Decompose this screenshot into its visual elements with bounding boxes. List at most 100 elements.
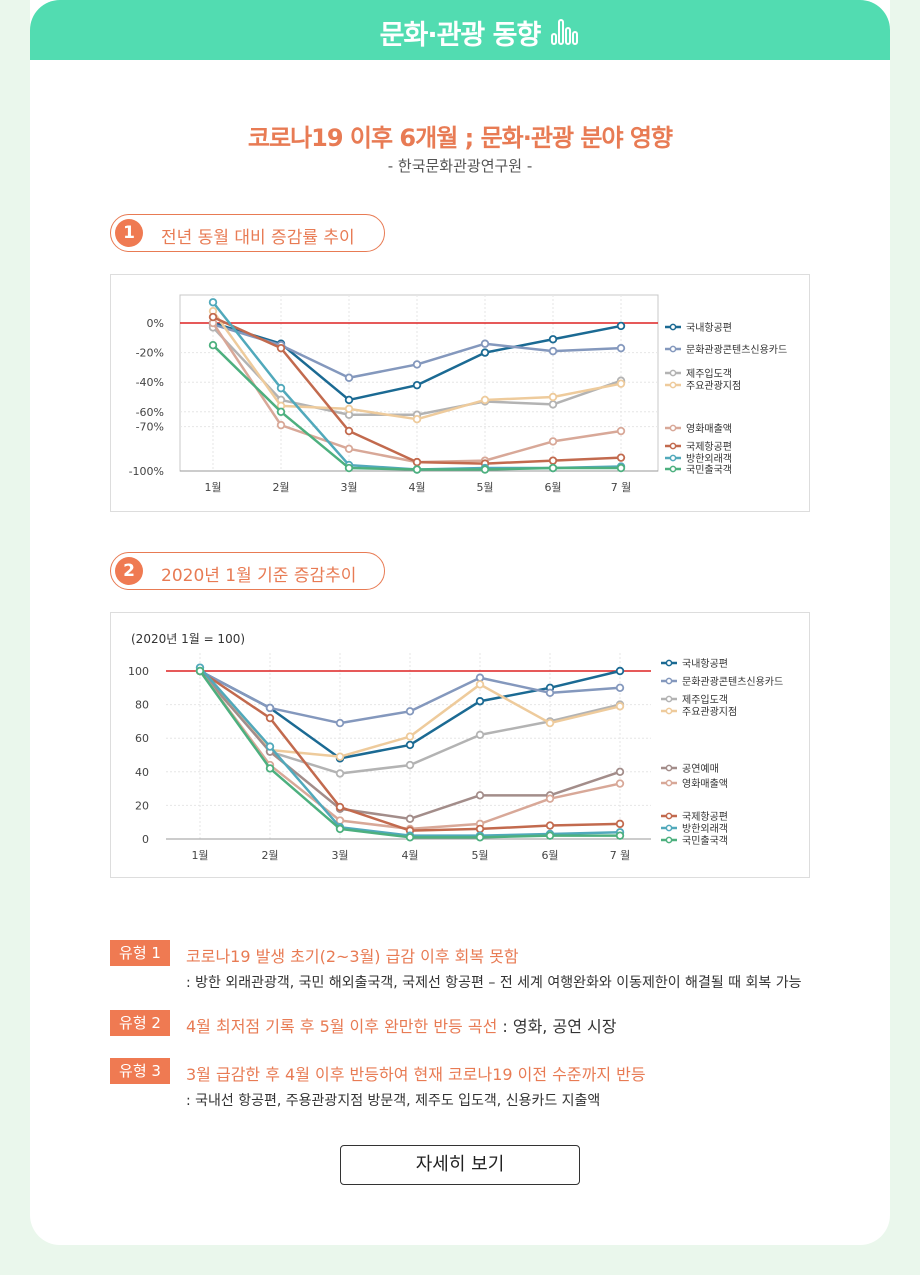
data-point (335, 824, 345, 834)
data-point (335, 752, 345, 761)
section-2-heading: 2 2020년 1월 기준 증감추이 (110, 552, 385, 590)
type-2-badge: 유형 2 (110, 1010, 170, 1036)
legend-label: 국내항공편 (682, 658, 728, 670)
type-1-badge: 유형 1 (110, 940, 170, 966)
x-tick-label: 7 월 (610, 849, 631, 862)
data-point (208, 312, 218, 322)
header-title: 문화·관광 동향 (379, 20, 542, 51)
data-point (344, 404, 354, 414)
data-point (615, 831, 625, 840)
data-point (405, 707, 415, 716)
data-point (195, 666, 205, 676)
legend-marker (669, 345, 677, 353)
section-2-label: 2020년 1월 기준 증감추이 (161, 566, 357, 586)
data-point (615, 666, 625, 676)
data-point (548, 400, 558, 409)
legend-marker (665, 812, 673, 820)
data-point (405, 814, 415, 824)
section-1-number: 1 (115, 219, 143, 247)
y-tick-label: 60 (135, 732, 149, 745)
series-3 (208, 306, 626, 424)
data-point (276, 343, 286, 353)
data-point (548, 346, 558, 356)
y-tick-label: 0 (142, 833, 149, 846)
data-point (616, 426, 626, 436)
type-3-description: : 국내선 항공편, 주용관광지점 방문객, 제주도 입도객, 신용카드 지출액 (186, 1093, 601, 1109)
x-tick-label: 6월 (541, 849, 558, 862)
data-point (545, 718, 555, 728)
data-point (616, 343, 626, 353)
legend-marker (669, 442, 677, 450)
type-1-description: : 방한 외래관광객, 국민 해외출국객, 국제선 항공편 – 전 세계 여행완… (186, 975, 802, 991)
data-point (276, 420, 286, 430)
legend-label: 주요관광지점 (686, 380, 741, 392)
legend-label: 문화관광콘텐츠신용카드 (686, 344, 787, 356)
data-point (412, 360, 422, 369)
data-point (344, 395, 354, 405)
data-point (480, 348, 490, 357)
x-tick-label: 3월 (331, 849, 348, 862)
type-1-headline: 코로나19 발생 초기(2~3월) 급감 이후 회복 못함 (186, 947, 519, 966)
chart-2-box: 0 20 40 60 80 100 1월 2월 3월 4월 5월 6월 7 월 (2020년 1월 = 1… (110, 612, 810, 878)
x-tick-label: 4월 (408, 481, 425, 494)
x-tick-label: 2월 (272, 481, 289, 494)
data-point (548, 456, 558, 465)
data-point (475, 730, 485, 740)
legend-label: 국제항공편 (686, 441, 732, 453)
data-point (265, 742, 275, 751)
data-point (208, 340, 218, 350)
legend-marker (665, 707, 673, 715)
legend-label: 국제항공편 (682, 811, 728, 823)
data-point (615, 767, 625, 776)
y-tick-label: -40% (136, 376, 164, 389)
data-point (344, 373, 354, 382)
legend-marker (665, 824, 673, 832)
y-tick-label: 40 (135, 766, 149, 779)
data-point (405, 740, 415, 750)
legend-label: 국내항공편 (686, 322, 732, 334)
legend-label: 국민출국객 (682, 835, 728, 847)
data-point (480, 339, 490, 348)
data-point (548, 392, 558, 402)
legend-marker (669, 381, 677, 389)
type-3-badge: 유형 3 (110, 1058, 170, 1084)
data-point (475, 791, 485, 800)
data-point (412, 380, 422, 390)
y-tick-label: -20% (136, 347, 164, 360)
legend-label: 공연예매 (682, 763, 719, 775)
data-point (480, 465, 490, 474)
legend-marker (665, 836, 673, 844)
chart-note: (2020년 1월 = 100) (131, 632, 245, 646)
legend-label: 영화매출액 (682, 778, 728, 790)
y-tick-label: -100% (129, 465, 164, 478)
x-tick-label: 6월 (544, 481, 561, 494)
y-tick-label: 0% (147, 317, 164, 330)
section-1-heading: 1 전년 동월 대비 증감률 추이 (110, 214, 385, 252)
view-more-button[interactable]: 자세히 보기 (340, 1145, 580, 1185)
legend-label: 제주입도객 (686, 367, 732, 380)
legend-marker (669, 323, 677, 331)
legend-marker (665, 695, 673, 703)
data-point (335, 718, 345, 728)
data-point (276, 383, 286, 393)
data-point (475, 680, 485, 689)
data-point (616, 453, 626, 462)
data-point (545, 831, 555, 840)
y-tick-label: -60% (136, 406, 164, 419)
data-point (545, 821, 555, 830)
page-title: 코로나19 이후 6개월 ; 문화·관광 분야 영향 (247, 124, 673, 152)
x-tick-label: 1월 (204, 481, 221, 494)
data-point (265, 764, 275, 773)
legend-label: 주요관광지점 (682, 706, 737, 718)
data-point (548, 463, 558, 473)
data-point (616, 321, 626, 331)
legend-marker (665, 677, 673, 685)
legend-label: 영화매출액 (686, 423, 732, 435)
data-point (615, 683, 625, 692)
data-point (344, 426, 354, 436)
data-point (475, 697, 485, 706)
x-tick-label: 1월 (191, 849, 208, 862)
data-point (475, 824, 485, 834)
news-card: 문화·관광 동향 코로나19 이후 6개월 ; 문화·관광 분야 영향 - 한국… (30, 0, 890, 1245)
chart-1-box: 0% -20% -40% -60% -70% -100% 1월 2월 3월 4월 5월 6월 7 월 국내… (110, 274, 810, 512)
